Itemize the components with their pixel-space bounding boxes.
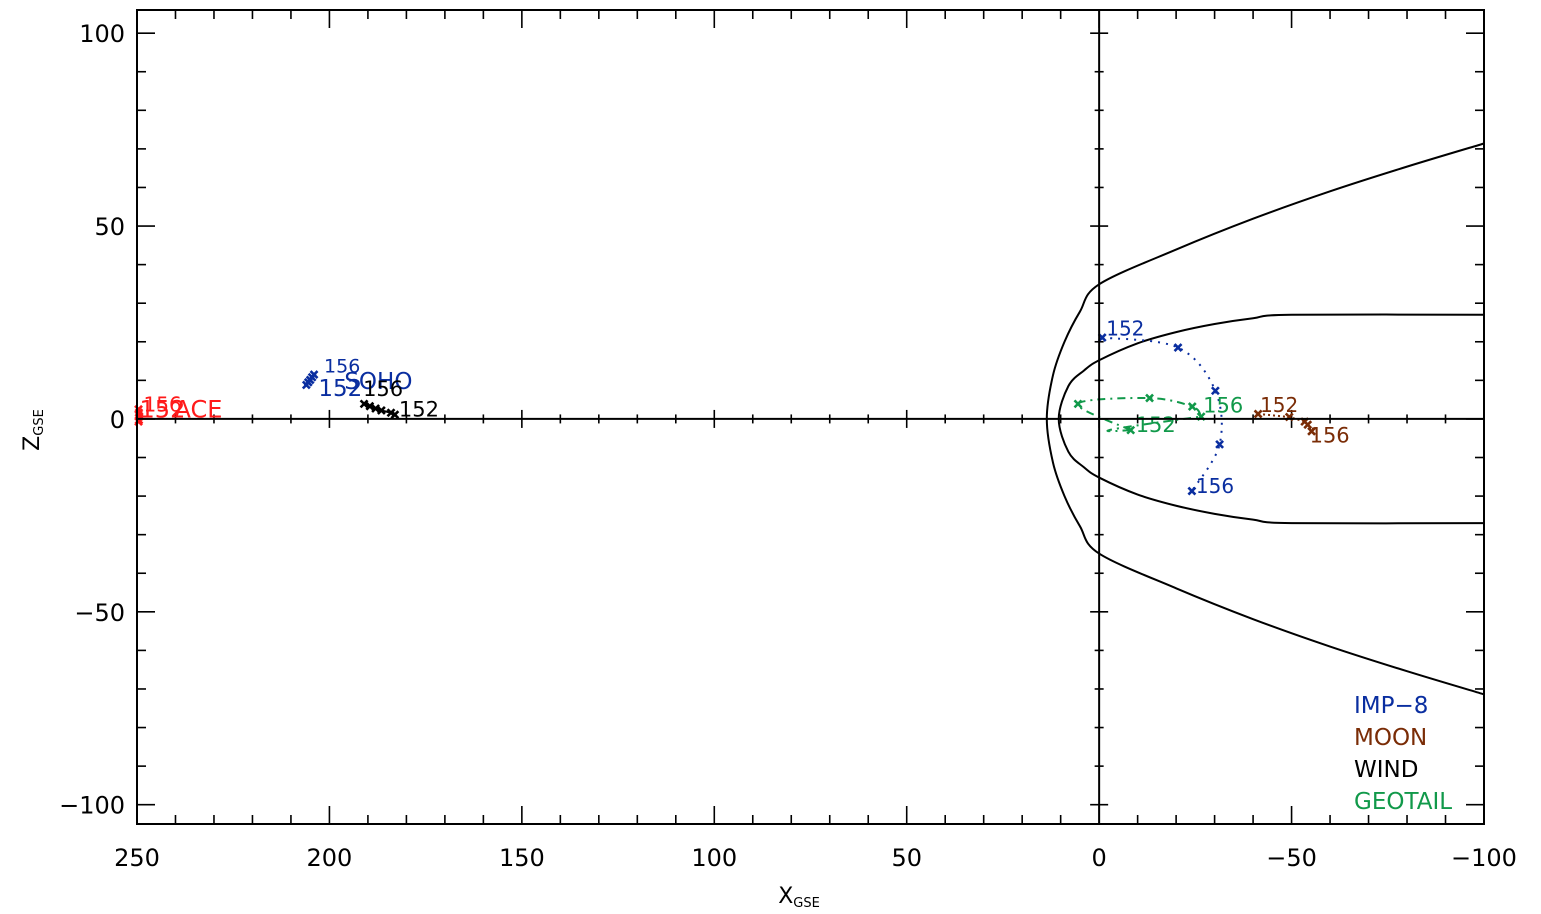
y-tick-label: 50 xyxy=(94,213,125,241)
point-moon xyxy=(1253,409,1263,419)
label-wind-end: 152 xyxy=(399,398,439,422)
legend-label-geotail: GEOTAIL xyxy=(1354,789,1452,815)
point-imp8 xyxy=(1210,386,1220,396)
legend-label-moon: MOON xyxy=(1354,725,1427,751)
point-geotail xyxy=(1145,393,1154,403)
x-tick-label: −50 xyxy=(1266,844,1317,872)
track-moon xyxy=(1257,412,1313,432)
legend-label-wind: WIND xyxy=(1354,757,1418,783)
track-geotail xyxy=(1076,397,1204,433)
point-wind xyxy=(376,406,386,415)
plot-frame xyxy=(136,9,1485,825)
point-wind xyxy=(390,410,400,420)
y-tick-label: 0 xyxy=(110,406,125,434)
point-wind xyxy=(365,401,375,411)
label-soho-end: 156 xyxy=(324,356,360,378)
label-soho-start: 152 xyxy=(318,376,362,402)
point-wind xyxy=(359,399,369,409)
point-imp8 xyxy=(1215,439,1225,449)
point-imp8 xyxy=(1187,486,1197,496)
point-soho xyxy=(309,370,319,379)
y-tick-label: −100 xyxy=(59,792,125,820)
x-tick-label: −100 xyxy=(1451,844,1517,872)
label-imp8-end: 156 xyxy=(1196,474,1234,498)
series-moon: 152 156 xyxy=(1253,393,1350,447)
label-wind-start: 156 xyxy=(363,377,403,401)
point-geotail xyxy=(1187,402,1197,412)
x-tick-label: 250 xyxy=(114,844,160,872)
x-axis-label: XGSE xyxy=(778,884,820,911)
point-imp8 xyxy=(1173,343,1183,352)
y-axis-label: ZGSE xyxy=(20,409,47,451)
x-tick-label: 150 xyxy=(499,844,545,872)
point-moon xyxy=(1303,420,1313,430)
point-moon xyxy=(1307,426,1316,436)
y-tick-label: −50 xyxy=(74,599,125,627)
axis-ticks xyxy=(136,10,1485,824)
label-geotail-start: 152 xyxy=(1136,413,1176,437)
x-tick-label: 50 xyxy=(891,844,922,872)
label-imp8-start: 152 xyxy=(1106,317,1144,341)
point-geotail xyxy=(1126,425,1136,435)
point-wind xyxy=(371,404,381,413)
label-geotail-end: 156 xyxy=(1203,394,1243,418)
x-tick-label: 200 xyxy=(307,844,353,872)
series-imp8: 152 156 xyxy=(1097,317,1234,498)
track-imp8 xyxy=(1102,336,1223,492)
tick-labels: 250 200 150 100 50 0 −50 −100 100 50 0 −50 −100 xyxy=(59,20,1517,872)
legend: IMP−8 MOON WIND GEOTAIL xyxy=(1354,693,1452,815)
point-geotail xyxy=(1073,399,1083,409)
label-moon-end: 156 xyxy=(1310,423,1350,447)
legend-label-imp8: IMP−8 xyxy=(1354,693,1428,719)
label-moon-start: 152 xyxy=(1260,393,1298,417)
x-tick-label: 100 xyxy=(691,844,737,872)
x-tick-label: 0 xyxy=(1092,844,1107,872)
label-soho-name: SOHO xyxy=(344,369,412,395)
series-geotail: 152 156 xyxy=(1073,393,1243,437)
y-tick-label: 100 xyxy=(79,20,125,48)
label-ace-end: 156 xyxy=(144,393,182,417)
